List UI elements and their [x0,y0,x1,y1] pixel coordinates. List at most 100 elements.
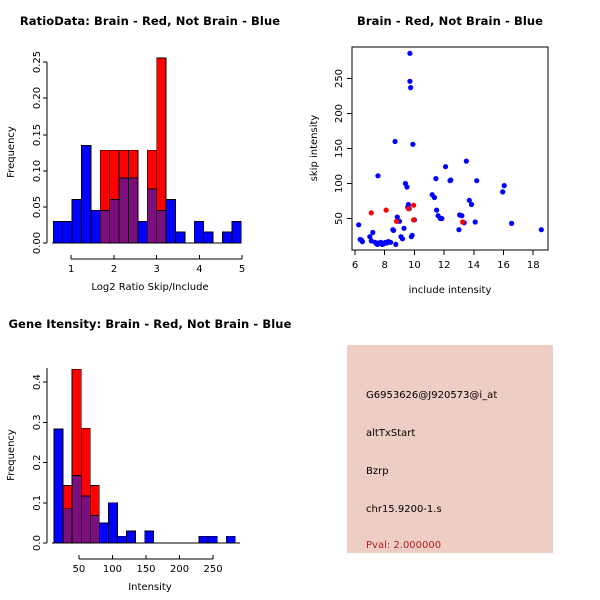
histogram-bar [81,145,92,244]
x-tick-label: 250 [204,564,223,575]
scatter-x-axis-label: include intensity [409,285,492,296]
scatter-plot-frame [351,46,549,251]
ratio-x-axis-label: Log2 Ratio Skip/Include [91,282,208,293]
x-tick-label: 8 [382,260,388,271]
y-tick-label: 0.0 [32,535,43,551]
scatter-point [359,239,365,245]
y-tick-label: 0.2 [32,455,43,471]
info-pval: Pval: 2.000000 [366,540,442,551]
gene-x-tick-labels: 50 100 150 200 250 [73,564,223,575]
scatter-point [439,215,445,222]
x-tick-label: 5 [239,264,245,275]
scatter-x-ticks [354,250,534,255]
gene-y-ticks [43,381,47,544]
x-tick-label: 16 [497,260,510,271]
histogram-bar [225,535,236,544]
scatter-point [501,183,507,189]
scatter-plot: 50 100 150 200 250 skip intensity 6 8 10 12 14 16… [309,46,549,296]
ratio-histogram-plot: 0.00 0.05 0.10 0.15 0.20 0.25 Frequency … [6,51,245,293]
histogram-bar [231,221,242,244]
scatter-point [442,164,449,170]
scatter-point [370,229,376,236]
histogram-bar [207,535,218,544]
scatter-point [500,189,506,195]
scatter-x-tick-labels: 6 8 10 12 14 16 18 [352,260,540,271]
histogram-bar [52,221,64,244]
scatter-point [407,78,413,84]
histogram-bar [198,535,209,544]
histogram-bar [80,495,91,544]
histogram-bar [203,231,214,244]
scatter-point [474,178,480,184]
scatter-regression-line [352,181,548,231]
y-tick-label: 250 [334,69,345,88]
ratio-y-tick-1: 0.05 [32,196,43,218]
scatter-point [367,234,373,240]
histogram-bar [108,502,118,544]
ratio-y-tick-3: 0.15 [32,124,43,146]
scatter-point [390,227,397,233]
histogram-bar [175,231,186,244]
scatter-point [431,194,438,201]
scatter-point [466,197,472,203]
ratio-histogram-bars [52,57,242,244]
x-tick-label: 14 [467,260,480,271]
scatter-point [409,232,415,238]
scatter-point [407,50,413,56]
x-tick-label: 3 [154,264,160,275]
y-tick-label: 0.1 [32,495,43,511]
histogram-bar [222,231,233,244]
y-tick-label: 50 [334,212,345,225]
info-gene-symbol: Bzrp [366,466,389,477]
scatter-point [375,173,381,179]
panel-ratio-histogram: RatioData: Brain - Red, Not Brain - Blue… [0,0,300,300]
info-probe-id: G6953626@J920573@i_at [366,390,498,401]
gene-y-axis-label: Frequency [6,429,17,481]
scatter-point [405,201,412,208]
scatter-data-points [356,50,544,247]
y-tick-label: 200 [334,104,345,123]
x-tick-label: 6 [352,260,358,271]
scatter-point [393,218,400,224]
ratio-y-tick-0: 0.00 [32,232,43,254]
scatter-y-tick-labels: 50 100 150 200 250 [334,69,345,225]
ratio-x-axis [52,242,243,260]
ratio-y-tick-5: 0.25 [32,51,43,73]
scatter-point [411,217,417,223]
histogram-bar [62,508,73,544]
info-locus: chr15.9200-1.s [366,504,442,515]
scatter-point [401,225,407,231]
panel-gene-histogram: Gene Itensity: Brain - Red, Not Brain - … [0,300,300,600]
x-tick-label: 100 [103,564,122,575]
x-tick-label: 12 [438,260,451,271]
scatter-point [509,220,515,226]
gene-histogram-title: Gene Itensity: Brain - Red, Not Brain - … [8,317,292,331]
scatter-point [368,210,374,216]
x-tick-label: 50 [73,564,86,575]
gene-x-axis-label: Intensity [128,582,172,593]
histogram-bar [71,475,82,544]
histogram-bar [117,535,127,544]
panel-scatter: Brain - Red, Not Brain - Blue 50 100 150 20… [300,0,600,300]
ratio-y-tick-4: 0.20 [32,87,43,109]
scatter-point [383,207,389,213]
scatter-point [456,227,462,233]
scatter-point [538,227,544,233]
histogram-bar [156,210,167,244]
scatter-point [356,222,362,228]
info-event-type: altTxStart [366,428,416,439]
histogram-bar [53,428,64,544]
histogram-bar [90,210,101,244]
histogram-bar [89,515,100,544]
scatter-point [392,138,398,145]
scatter-point [448,177,454,183]
histogram-bar [128,177,139,244]
scatter-point [463,158,469,164]
gene-x-axis [52,542,240,560]
histogram-bar [146,188,158,244]
ratio-y-tick-2: 0.10 [32,160,43,182]
gene-y-tick-labels: 0.0 0.1 0.2 0.3 0.4 [32,374,43,551]
histogram-bar [99,210,111,244]
ratio-y-tick-labels: 0.00 0.05 0.10 0.15 0.20 0.25 [32,51,43,254]
histogram-bar [98,522,109,544]
